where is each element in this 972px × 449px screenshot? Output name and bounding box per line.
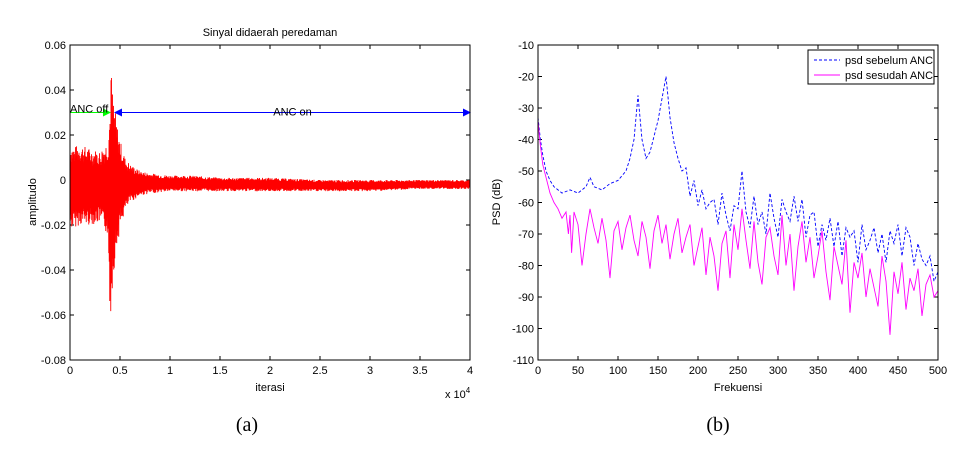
chart-b-ytick-label-2: -90 (518, 292, 534, 304)
chart-b-legend-label-0: psd sebelum ANC (845, 55, 933, 67)
chart-b-xtick-label-1: 50 (572, 365, 584, 377)
chart-a-ytick-label-3: -0.02 (41, 220, 66, 232)
chart-a-annotation-label-1: ANC on (273, 107, 312, 119)
chart-a-ylabel: amplitudo (27, 178, 39, 226)
chart-a-xtick-label-8: 4 (467, 365, 473, 377)
chart-b-caption: (b) (706, 414, 729, 436)
chart-a-xtick-label-6: 3 (367, 365, 373, 377)
chart-a-title: Sinyal didaerah peredaman (203, 27, 338, 39)
chart-b-ytick-label-8: -30 (518, 103, 534, 115)
chart-b-xtick-label-3: 150 (649, 365, 667, 377)
chart-b: 0 50 100 150 200 250 300 350 400 450 500 -110 -100 -9… (491, 40, 947, 436)
chart-b-ytick-label-4: -70 (518, 229, 534, 241)
chart-a-xtick-label-5: 2.5 (312, 365, 327, 377)
chart-a-caption: (a) (236, 414, 258, 436)
chart-a-ytick-label-6: 0.04 (45, 85, 66, 97)
chart-a-x-multiplier-base: x 10 (445, 389, 466, 401)
chart-b-xtick-label-8: 400 (849, 365, 867, 377)
chart-b-xtick-label-6: 300 (769, 365, 787, 377)
chart-a-x-multiplier: x 104 (445, 386, 471, 401)
chart-a-ytick-label-1: -0.06 (41, 310, 66, 322)
chart-b-axes-box (537, 44, 939, 361)
chart-a-xtick-label-0: 0 (67, 365, 73, 377)
chart-a-x-multiplier-exp: 4 (466, 386, 471, 395)
chart-a-ytick-label-4: 0 (60, 175, 66, 187)
chart-a-ticks: 0 0.5 1 1.5 2 2.5 3 3.5 4 -0.08 -0.06 -0.04 -0.02 0 0.… (41, 40, 473, 377)
chart-b-xtick-label-4: 200 (689, 365, 707, 377)
chart-a-xtick-label-3: 1.5 (212, 365, 227, 377)
chart-b-ytick-label-6: -50 (518, 166, 534, 178)
chart-b-series-line-1 (537, 120, 939, 335)
chart-b-xtick-label-2: 100 (609, 365, 627, 377)
chart-b-ytick-label-5: -60 (518, 198, 534, 210)
chart-b-legend: psd sebelum ANC psd sesudah ANC (807, 49, 935, 85)
chart-b-ytick-label-0: -110 (513, 355, 534, 367)
chart-a: Sinyal didaerah peredaman 0 0.5 1 1.5 2 2.5 3 3… (27, 27, 473, 436)
chart-b-ytick-label-1: -100 (512, 324, 534, 336)
chart-a-xtick-label-1: 0.5 (112, 365, 127, 377)
chart-b-ytick-label-7: -40 (518, 135, 534, 147)
chart-a-plot: ANC off ANC on (69, 78, 471, 312)
chart-b-xtick-label-5: 250 (729, 365, 747, 377)
chart-b-plot (537, 76, 939, 335)
chart-b-xtick-label-7: 350 (809, 365, 827, 377)
chart-a-xtick-label-7: 3.5 (412, 365, 427, 377)
chart-b-ylabel: PSD (dB) (491, 179, 503, 225)
chart-b-ticks: 0 50 100 150 200 250 300 350 400 450 500 -110 -100 -9… (512, 40, 947, 377)
chart-b-legend-label-1: psd sesudah ANC (845, 70, 933, 82)
chart-b-xtick-label-10: 500 (929, 365, 947, 377)
chart-b-ytick-label-3: -80 (518, 261, 534, 273)
chart-b-xlabel: Frekuensi (714, 382, 762, 394)
chart-a-ytick-label-2: -0.04 (41, 265, 66, 277)
chart-a-annotation-label-0: ANC off (70, 104, 109, 116)
chart-a-signal-line (69, 78, 471, 312)
chart-a-axes-box (69, 44, 471, 361)
chart-a-ytick-label-0: -0.08 (41, 355, 66, 367)
chart-a-ytick-label-5: 0.02 (45, 130, 66, 142)
chart-b-ytick-label-9: -20 (518, 72, 534, 84)
chart-b-legend-box (807, 49, 935, 85)
chart-a-xtick-label-2: 1 (167, 365, 173, 377)
chart-b-series-line-0 (537, 76, 939, 283)
chart-b-xtick-label-9: 450 (889, 365, 907, 377)
chart-a-xlabel: iterasi (255, 382, 284, 394)
chart-a-xtick-label-4: 2 (267, 365, 273, 377)
chart-b-ytick-label-10: -10 (518, 40, 534, 52)
chart-a-ytick-label-7: 0.06 (45, 40, 66, 52)
chart-b-xtick-label-0: 0 (535, 365, 541, 377)
